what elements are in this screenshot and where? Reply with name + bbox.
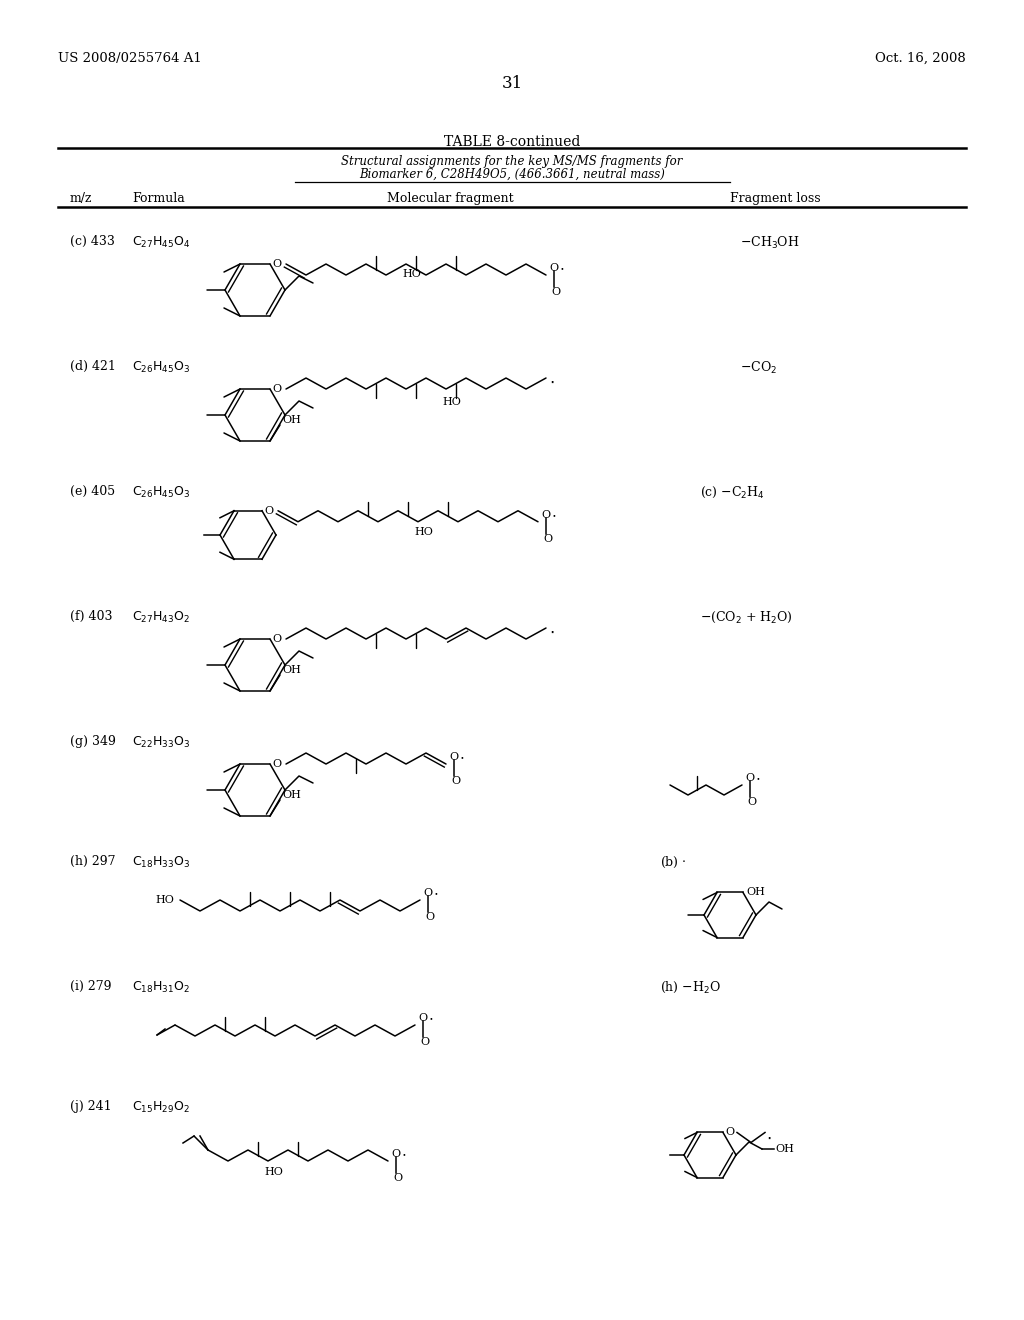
- Text: HO: HO: [442, 397, 461, 407]
- Text: $\mathrm{C_{22}H_{33}O_3}$: $\mathrm{C_{22}H_{33}O_3}$: [132, 735, 190, 750]
- Text: O: O: [543, 533, 552, 544]
- Text: (b) $\cdot$: (b) $\cdot$: [660, 855, 686, 870]
- Text: (f) 403: (f) 403: [70, 610, 113, 623]
- Text: HO: HO: [402, 269, 421, 279]
- Text: O: O: [746, 797, 756, 807]
- Text: (g) 349: (g) 349: [70, 735, 116, 748]
- Text: Structural assignments for the key MS/MS fragments for: Structural assignments for the key MS/MS…: [341, 154, 683, 168]
- Text: O: O: [551, 286, 560, 297]
- Text: OH: OH: [775, 1144, 794, 1154]
- Text: Formula: Formula: [132, 191, 184, 205]
- Text: $\cdot$: $\cdot$: [433, 886, 438, 900]
- Text: HO: HO: [414, 527, 433, 537]
- Text: (j) 241: (j) 241: [70, 1100, 112, 1113]
- Text: TABLE 8-continued: TABLE 8-continued: [443, 135, 581, 149]
- Text: Oct. 16, 2008: Oct. 16, 2008: [876, 51, 966, 65]
- Text: O: O: [745, 774, 754, 783]
- Text: (d) 421: (d) 421: [70, 360, 116, 374]
- Text: $\cdot$: $\cdot$: [459, 750, 464, 764]
- Text: (h) $-$H$_2$O: (h) $-$H$_2$O: [660, 979, 721, 995]
- Text: OH: OH: [746, 887, 765, 898]
- Text: O: O: [423, 888, 432, 898]
- Text: $\cdot$: $\cdot$: [766, 1130, 771, 1147]
- Text: (i) 279: (i) 279: [70, 979, 112, 993]
- Text: (h) 297: (h) 297: [70, 855, 116, 869]
- Text: O: O: [420, 1038, 429, 1047]
- Text: $\mathrm{C_{15}H_{29}O_2}$: $\mathrm{C_{15}H_{29}O_2}$: [132, 1100, 189, 1115]
- Text: O: O: [264, 506, 273, 516]
- Text: O: O: [272, 634, 282, 644]
- Text: O: O: [393, 1173, 402, 1183]
- Text: US 2008/0255764 A1: US 2008/0255764 A1: [58, 51, 202, 65]
- Text: HO: HO: [155, 895, 174, 906]
- Text: Biomarker 6, C28H49O5, (466.3661, neutral mass): Biomarker 6, C28H49O5, (466.3661, neutra…: [359, 168, 665, 181]
- Text: $\cdot$: $\cdot$: [559, 261, 564, 275]
- Text: O: O: [425, 912, 434, 921]
- Text: $\mathrm{C_{27}H_{43}O_2}$: $\mathrm{C_{27}H_{43}O_2}$: [132, 610, 189, 626]
- Text: Fragment loss: Fragment loss: [730, 191, 820, 205]
- Text: O: O: [549, 263, 558, 273]
- Text: Molecular fragment: Molecular fragment: [387, 191, 513, 205]
- Text: $-$CO$_2$: $-$CO$_2$: [740, 360, 777, 376]
- Text: O: O: [541, 510, 550, 520]
- Text: $\mathrm{C_{18}H_{33}O_3}$: $\mathrm{C_{18}H_{33}O_3}$: [132, 855, 190, 870]
- Text: $\cdot$: $\cdot$: [551, 508, 556, 521]
- Text: $\mathrm{C_{26}H_{45}O_3}$: $\mathrm{C_{26}H_{45}O_3}$: [132, 484, 190, 500]
- Text: $\cdot$: $\cdot$: [549, 624, 555, 642]
- Text: O: O: [391, 1148, 400, 1159]
- Text: O: O: [272, 384, 282, 393]
- Text: $-$(CO$_2$ + H$_2$O): $-$(CO$_2$ + H$_2$O): [700, 610, 793, 626]
- Text: $\cdot$: $\cdot$: [428, 1011, 433, 1026]
- Text: $-$CH$_3$OH: $-$CH$_3$OH: [740, 235, 800, 251]
- Text: O: O: [449, 752, 458, 762]
- Text: HO: HO: [264, 1167, 283, 1177]
- Text: (e) 405: (e) 405: [70, 484, 115, 498]
- Text: $\mathrm{C_{18}H_{31}O_2}$: $\mathrm{C_{18}H_{31}O_2}$: [132, 979, 189, 995]
- Text: $\cdot$: $\cdot$: [549, 374, 555, 391]
- Text: $\cdot$: $\cdot$: [755, 771, 760, 785]
- Text: $\cdot$: $\cdot$: [401, 1147, 407, 1162]
- Text: O: O: [725, 1127, 734, 1138]
- Text: (c) 433: (c) 433: [70, 235, 115, 248]
- Text: $\mathrm{C_{26}H_{45}O_3}$: $\mathrm{C_{26}H_{45}O_3}$: [132, 360, 190, 375]
- Text: O: O: [272, 759, 282, 770]
- Text: O: O: [272, 259, 282, 269]
- Text: OH: OH: [282, 414, 301, 425]
- Text: m/z: m/z: [70, 191, 92, 205]
- Text: $\mathrm{C_{27}H_{45}O_4}$: $\mathrm{C_{27}H_{45}O_4}$: [132, 235, 190, 249]
- Text: OH: OH: [282, 789, 301, 800]
- Text: O: O: [451, 776, 460, 785]
- Text: (c) $-$C$_2$H$_4$: (c) $-$C$_2$H$_4$: [700, 484, 765, 500]
- Text: 31: 31: [502, 75, 522, 92]
- Text: OH: OH: [282, 665, 301, 675]
- Text: O: O: [418, 1012, 427, 1023]
